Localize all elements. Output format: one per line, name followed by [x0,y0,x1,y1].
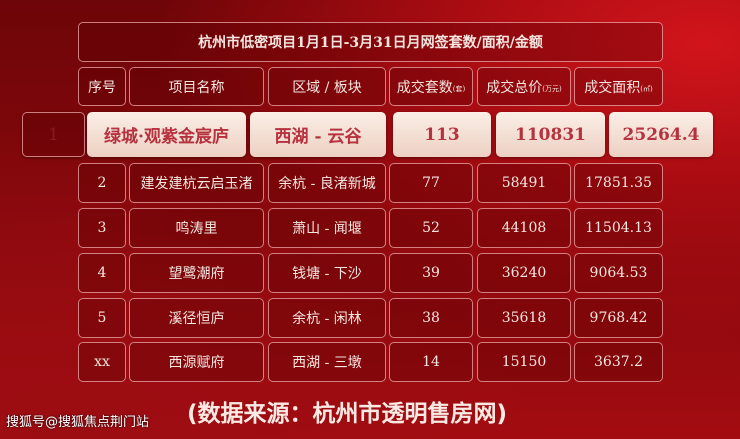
header-label: 序号 [88,79,116,96]
row-project-name: 望鹭潮府 [129,253,264,293]
row-area: 9064.53 [574,253,663,293]
table-title: 杭州市低密项目1月1日-3月31日月网签套数/面积/金额 [78,22,663,62]
row-district: 余杭 - 良渚新城 [268,163,386,203]
row-area: 3637.2 [574,342,663,382]
row-project-name: 建发建杭云启玉渚 [129,163,264,203]
row-total-price: 36240 [477,253,571,293]
row-index: 3 [78,208,126,248]
header-label: 项目名称 [168,79,225,96]
highlight-area: 25264.4 [609,112,713,157]
highlight-units-sold: 113 [393,112,491,157]
header-label: 成交面积 [584,79,641,96]
row-district: 钱塘 - 下沙 [268,253,386,293]
row-index: 2 [78,163,126,203]
row-project-name: 鸣涛里 [129,208,264,248]
row-area: 17851.35 [574,163,663,203]
header-district: 区域 / 板块 [268,67,386,106]
header-project-name: 项目名称 [129,67,264,106]
row-index: xx [78,342,126,382]
highlight-project-name: 绿城·观紫金宸庐 [87,112,246,157]
header-index: 序号 [78,67,126,106]
data-source-note: (数据来源：杭州市透明售房网) [187,401,508,427]
header-label: 成交套数 [396,79,453,96]
header-units-sold: 成交套数 (套) [389,67,473,106]
header-area: 成交面积 (㎡) [574,67,663,106]
watermark: 搜狐号@搜狐焦点荆门站 [6,415,150,430]
header-label: 成交总价 [486,79,543,96]
row-total-price: 58491 [477,163,571,203]
row-index: 4 [78,253,126,293]
header-unit: (万元) [542,85,562,93]
row-project-name: 西源赋府 [129,342,264,382]
row-total-price: 15150 [477,342,571,382]
row-area: 9768.42 [574,298,663,338]
header-unit: (㎡) [640,85,653,93]
row-units-sold: 14 [389,342,473,382]
row-total-price: 44108 [477,208,571,248]
highlight-index: 1 [22,112,85,157]
row-units-sold: 52 [389,208,473,248]
row-total-price: 35618 [477,298,571,338]
header-unit: (套) [452,85,466,93]
highlight-district: 西湖 - 云谷 [250,112,386,157]
row-index: 5 [78,298,126,338]
row-units-sold: 77 [389,163,473,203]
row-project-name: 溪径恒庐 [129,298,264,338]
highlight-total-price: 110831 [496,112,605,157]
row-units-sold: 38 [389,298,473,338]
row-units-sold: 39 [389,253,473,293]
row-district: 萧山 - 闻堰 [268,208,386,248]
header-label: 区域 / 板块 [292,79,362,96]
row-district: 西湖 - 三墩 [268,342,386,382]
row-district: 余杭 - 闲林 [268,298,386,338]
row-area: 11504.13 [574,208,663,248]
header-total-price: 成交总价 (万元) [477,67,571,106]
